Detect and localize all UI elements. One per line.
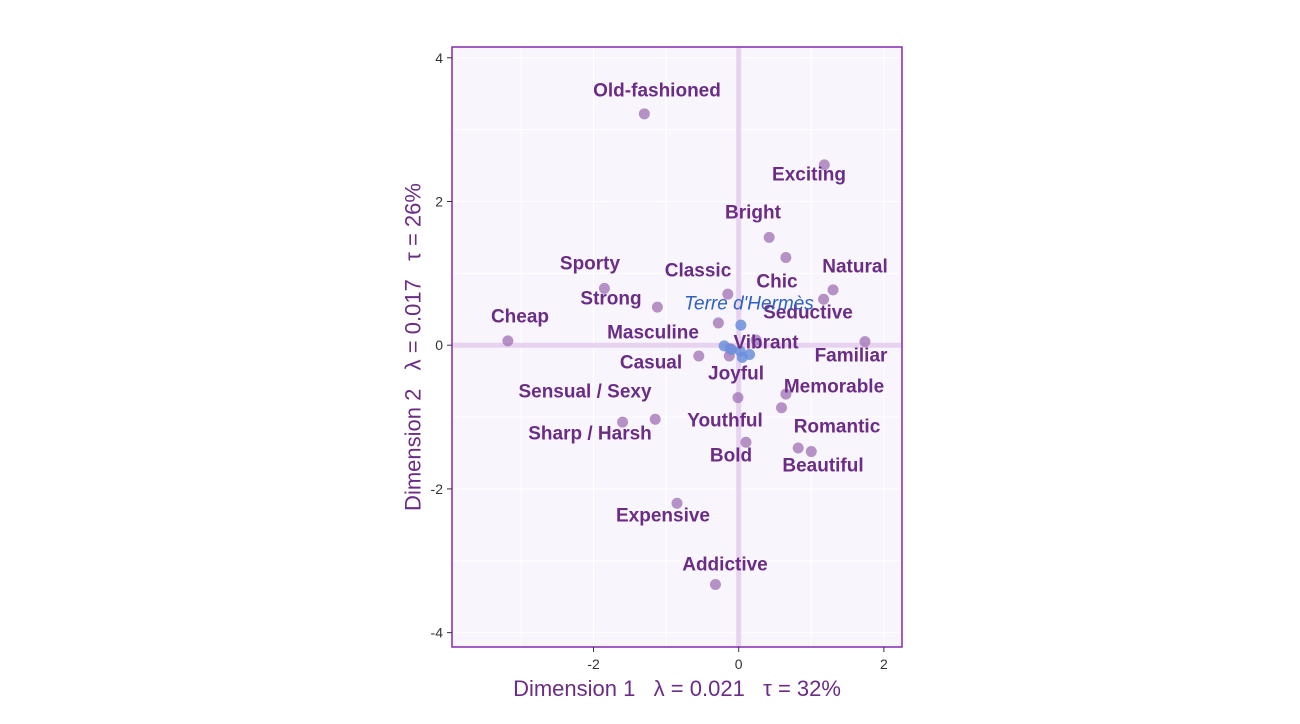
attribute-point [805, 446, 817, 458]
point-label: Classic [665, 261, 732, 282]
attribute-point [649, 413, 661, 425]
attribute-point [709, 578, 721, 590]
attribute-point [502, 335, 514, 347]
attribute-point [651, 301, 663, 313]
axis-ticks: -2 0 2 -4 -2 0 2 4 [431, 50, 888, 672]
y-tick-label: 0 [435, 337, 443, 353]
attribute-point [859, 336, 871, 348]
point-label: Vibrant [733, 333, 799, 354]
attribute-point [598, 282, 610, 294]
point-label: Sharp / Harsh [528, 424, 652, 445]
attribute-point [818, 293, 830, 305]
attribute-point [750, 334, 762, 346]
y-tick-label: 2 [435, 193, 443, 209]
point-label: Chic [756, 272, 798, 293]
attribute-point [827, 284, 839, 296]
point-label: Joyful [708, 364, 764, 385]
x-tick-label: 0 [735, 656, 743, 672]
point-label: Romantic [794, 417, 881, 438]
y-tick-label: -2 [431, 481, 444, 497]
attribute-point [712, 317, 724, 329]
point-label: Seductive [763, 303, 853, 324]
y-tick-label: 4 [435, 50, 443, 66]
product-point [734, 345, 746, 357]
point-labels: Old-fashioned Exciting Bright Sporty Classic… [491, 81, 888, 576]
attribute-point [638, 108, 650, 120]
attribute-point [780, 252, 792, 264]
attribute-point [740, 436, 752, 448]
point-label: Sensual / Sexy [518, 382, 652, 403]
point-label: Old-fashioned [593, 81, 721, 102]
plot-border [451, 46, 903, 648]
product-points [718, 319, 756, 363]
point-label: Natural [822, 257, 887, 278]
attribute-point [776, 402, 788, 414]
x-axis-title: Dimension 1 λ = 0.021 τ = 32% [513, 676, 841, 701]
y-axis-title: Dimension 2 λ = 0.017 τ = 26% [401, 183, 426, 511]
attribute-points [502, 108, 871, 590]
point-label: Beautiful [782, 456, 863, 477]
point-label: Sporty [560, 254, 621, 275]
attribute-point [722, 288, 734, 300]
point-label: Exciting [772, 165, 846, 186]
point-label: Bold [710, 446, 752, 467]
attribute-point [617, 416, 629, 428]
y-tick-label: -4 [431, 625, 444, 641]
attribute-point [732, 392, 744, 404]
point-label: Familiar [815, 346, 888, 367]
attribute-point [792, 442, 804, 454]
x-tick-label: 2 [880, 656, 888, 672]
x-tick-label: -2 [587, 656, 600, 672]
attribute-point [780, 388, 792, 400]
attribute-point [818, 159, 830, 171]
point-label: Bright [725, 203, 782, 224]
point-label: Addictive [682, 555, 768, 576]
point-label: Memorable [784, 377, 884, 398]
point-label: Cheap [491, 307, 549, 328]
product-point [725, 344, 737, 356]
point-label: Expensive [616, 506, 710, 527]
point-label: Terre d'Hermès [684, 294, 814, 315]
point-label: Strong [580, 289, 641, 310]
point-label: Youthful [687, 411, 763, 432]
point-label: Casual [620, 353, 682, 374]
attribute-point [763, 231, 775, 243]
point-label: Masculine [607, 323, 699, 344]
attribute-point [693, 350, 705, 362]
attribute-point [671, 497, 683, 509]
product-point [735, 319, 747, 331]
product-point [744, 349, 756, 361]
